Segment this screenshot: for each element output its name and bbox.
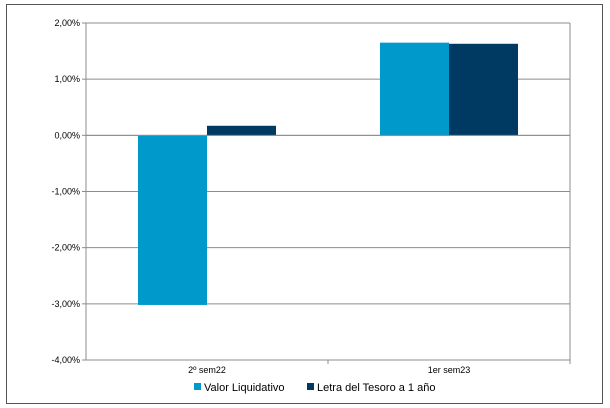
y-tick-label: 0,00% — [54, 130, 80, 140]
y-tick-label: 1,00% — [54, 74, 80, 84]
legend-swatch — [307, 383, 314, 390]
y-tick-label: 2,00% — [54, 18, 80, 28]
bar — [449, 43, 518, 136]
chart-frame: 2,00% 1,00% 0,00% -1,00% -2,00% -3,00% -4,00% … — [6, 4, 603, 404]
legend-label: Valor Liquidativo — [204, 382, 285, 394]
y-tick-label: -2,00% — [51, 243, 80, 253]
bar-chart: 2,00%1,00%0,00%-1,00%-2,00%-3,00%-4,00% … — [51, 18, 571, 394]
x-tick-label: 1er sem23 — [428, 365, 471, 375]
bars — [138, 42, 518, 305]
bar — [207, 125, 276, 136]
x-tick-label: 2º sem22 — [188, 365, 226, 375]
y-tick-labels: 2,00% 1,00% 0,00% -1,00% -2,00% -3,00% -4,00% — [51, 18, 80, 365]
bar — [138, 135, 207, 305]
bar — [380, 42, 449, 136]
legend-label: Letra del Tesoro a 1 año — [317, 382, 435, 394]
x-tick-labels: 2º sem22 1er sem23 — [188, 360, 571, 375]
legend-swatch — [194, 383, 201, 390]
y-tick-label: -4,00% — [51, 355, 80, 365]
legend: Valor Liquidativo Letra del Tesoro a 1 añ… — [194, 382, 435, 394]
y-tick-label: -1,00% — [51, 187, 80, 197]
y-tick-label: -3,00% — [51, 299, 80, 309]
